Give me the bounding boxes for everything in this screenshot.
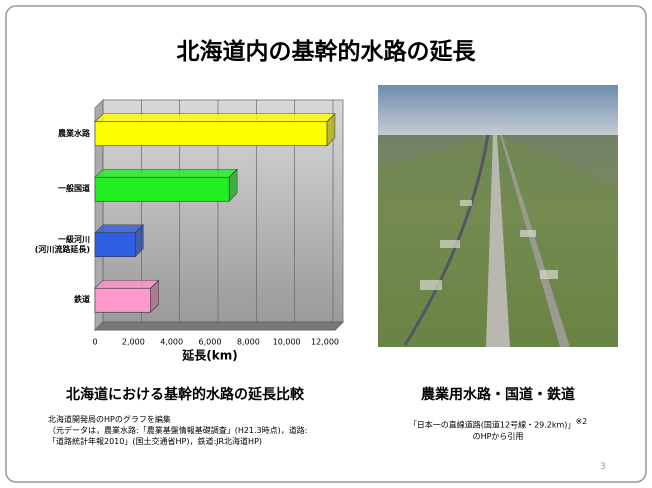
slide-title: 北海道内の基幹的水路の延長 — [176, 39, 476, 65]
x-tick-label: 8,000 — [237, 338, 260, 347]
source-line: のHPから引用 — [472, 431, 524, 441]
y-tick-label: 一般国道 — [58, 184, 90, 194]
photo-source: 「日本一の直線道路(国道12号線・29.2km)」※2 のHPから引用 — [378, 416, 618, 442]
bar — [94, 121, 328, 147]
bar — [94, 232, 136, 258]
x-tick-label: 12,000 — [311, 338, 339, 347]
bar — [94, 287, 151, 313]
floor — [93, 321, 345, 331]
y-tick-label: 一級河川 (河川流路延長) — [34, 234, 90, 254]
x-tick-label: 4,000 — [160, 338, 183, 347]
bar-top — [94, 279, 160, 289]
source-note: ※2 — [575, 417, 588, 426]
photo-caption: 農業用水路・国道・鉄道 — [421, 387, 575, 403]
chart-caption: 北海道における基幹的水路の延長比較 — [66, 387, 304, 403]
y-tick-label: 農業水路 — [58, 128, 90, 138]
source-line: 「日本一の直線道路(国道12号線・29.2km)」 — [408, 420, 576, 430]
bar-top — [94, 224, 144, 234]
bar-top — [94, 168, 238, 178]
chart-notes: 北海道開発局のHPのグラフを編集 （元データは，農業水路:「農業基盤情報基礎調査」… — [48, 414, 307, 447]
note-line: （元データは，農業水路:「農業基盤情報基礎調査」(H21.3時点)，道路: — [48, 426, 308, 435]
x-axis-title: 延長(km) — [181, 348, 237, 363]
note-line: 「道路統計年報2010」(国土交通省HP)，鉄道:JR北海道HP) — [48, 437, 263, 446]
bar-top — [94, 113, 336, 123]
x-tick-label: 10,000 — [273, 338, 301, 347]
x-tick-label: 6,000 — [199, 338, 222, 347]
y-tick-label: 鉄道 — [74, 295, 90, 305]
note-line: 北海道開発局のHPのグラフを編集 — [48, 415, 171, 424]
bar — [94, 176, 230, 202]
x-tick-label: 2,000 — [122, 338, 145, 347]
photo — [378, 85, 618, 347]
x-tick-label: 0 — [92, 338, 97, 347]
page-number: 3 — [600, 462, 606, 472]
